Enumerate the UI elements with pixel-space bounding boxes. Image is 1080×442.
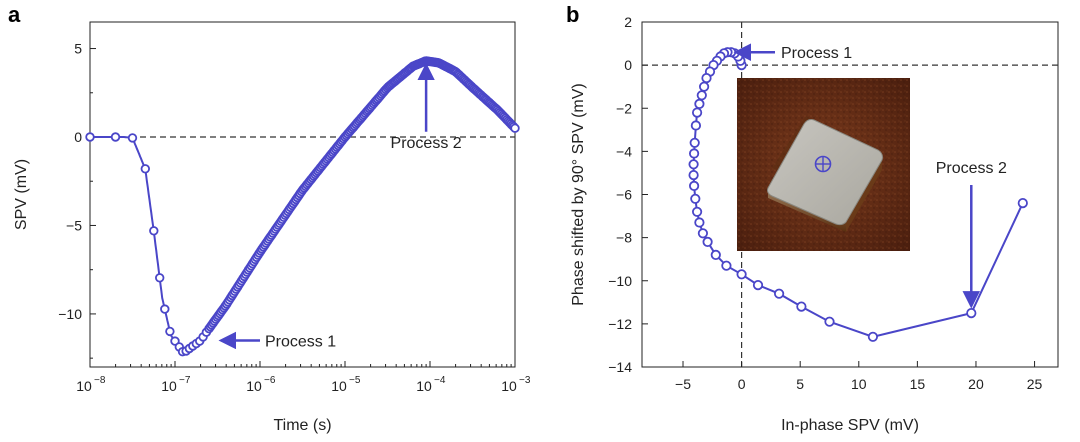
y-tick-label-b: −2: [616, 100, 632, 116]
data-point-a: [127, 133, 138, 143]
y-tick-label-b: −6: [616, 187, 632, 203]
y-tick-label-b: 0: [624, 57, 632, 73]
y-tick-label-a: 0: [74, 129, 82, 145]
x-tick-label-a: 10: [501, 378, 517, 394]
x-tick-label-b: 25: [1027, 376, 1043, 392]
data-point-b: [691, 107, 703, 118]
data-point-a: [160, 304, 170, 314]
process1-label-a: Process 1: [265, 333, 336, 350]
data-point-b: [702, 236, 713, 247]
y-axis-label-a: SPV (mV): [13, 159, 30, 230]
data-point-b: [1017, 198, 1028, 209]
process2-label-a: Process 2: [391, 135, 462, 152]
data-point-b: [796, 301, 807, 312]
data-point-b: [721, 260, 732, 271]
x-tick-exponent-a: −7: [179, 375, 191, 386]
data-point-a: [154, 273, 165, 283]
process1-label-b: Process 1: [781, 45, 852, 62]
data-point-b: [710, 249, 721, 260]
axes-frame-a: [89, 21, 516, 368]
data-point-b: [867, 331, 879, 342]
data-point-b: [694, 98, 705, 110]
data-point-b: [690, 193, 701, 204]
data-point-b: [696, 90, 707, 101]
x-tick-label-b: 5: [796, 376, 804, 392]
data-point-a: [140, 164, 150, 174]
x-tick-exponent-a: −5: [349, 375, 361, 386]
data-point-b: [773, 288, 785, 299]
y-tick-label-b: −14: [608, 359, 632, 375]
inset-cube-side-right: [846, 160, 882, 232]
data-point-b: [752, 279, 764, 291]
y-tick-label-b: 2: [624, 14, 632, 30]
y-tick-label-a: −5: [66, 217, 82, 233]
x-tick-label-a: 10: [76, 378, 92, 394]
y-tick-label-a: 5: [74, 41, 82, 57]
data-point-b: [691, 206, 703, 217]
x-tick-label-b: 0: [738, 376, 746, 392]
x-tick-label-a: 10: [246, 378, 262, 394]
x-tick-label-a: 10: [331, 378, 347, 394]
data-point-a: [110, 132, 121, 142]
data-point-a: [149, 226, 159, 236]
x-tick-exponent-a: −8: [94, 375, 106, 386]
x-axis-label-b: In-phase SPV (mV): [781, 417, 919, 434]
data-point-b: [824, 316, 835, 327]
data-point-b: [688, 170, 699, 181]
x-tick-label-b: 15: [910, 376, 926, 392]
y-tick-label-b: −8: [616, 230, 632, 246]
data-point-b: [688, 180, 700, 191]
data-point-b: [688, 159, 699, 170]
panel-label-a: a: [8, 2, 21, 27]
x-tick-exponent-a: −3: [519, 375, 531, 386]
data-point-b: [694, 217, 705, 228]
data-point-b: [698, 81, 710, 92]
y-tick-label-b: −12: [608, 316, 632, 332]
data-point-b: [688, 148, 700, 159]
y-axis-label-b: Phase shifted by 90° SPV (mV): [570, 83, 587, 306]
data-point-a: [165, 326, 175, 337]
y-tick-label-a: −10: [58, 306, 82, 322]
data-point-a: [85, 132, 95, 142]
x-tick-label-a: 10: [416, 378, 432, 394]
x-tick-exponent-a: −4: [434, 375, 446, 386]
inset-cube-top: [767, 119, 883, 226]
x-tick-label-b: 10: [851, 376, 867, 392]
afm-inset-image: [737, 78, 910, 251]
data-point-b: [697, 228, 709, 239]
series-line-a: [90, 59, 515, 355]
data-point-b: [690, 120, 702, 131]
panel-label-b: b: [566, 2, 579, 27]
y-tick-label-b: −10: [608, 273, 632, 289]
data-point-b: [966, 307, 977, 319]
y-tick-label-b: −4: [616, 143, 632, 159]
data-point-b: [689, 137, 700, 148]
process2-label-b: Process 2: [936, 160, 1007, 177]
data-point-b: [701, 73, 712, 84]
data-point-b: [736, 269, 747, 280]
x-axis-label-a: Time (s): [273, 417, 331, 434]
x-tick-label-a: 10: [161, 378, 177, 394]
data-point-a: [510, 123, 520, 133]
x-tick-exponent-a: −6: [264, 375, 276, 386]
x-tick-label-b: 20: [968, 376, 984, 392]
chart-panel-b: −5 0 5 10 15 20 2520−2−4−6−8−10−12−14In-phase …: [570, 14, 1059, 434]
x-tick-label-b: −5: [675, 376, 691, 392]
